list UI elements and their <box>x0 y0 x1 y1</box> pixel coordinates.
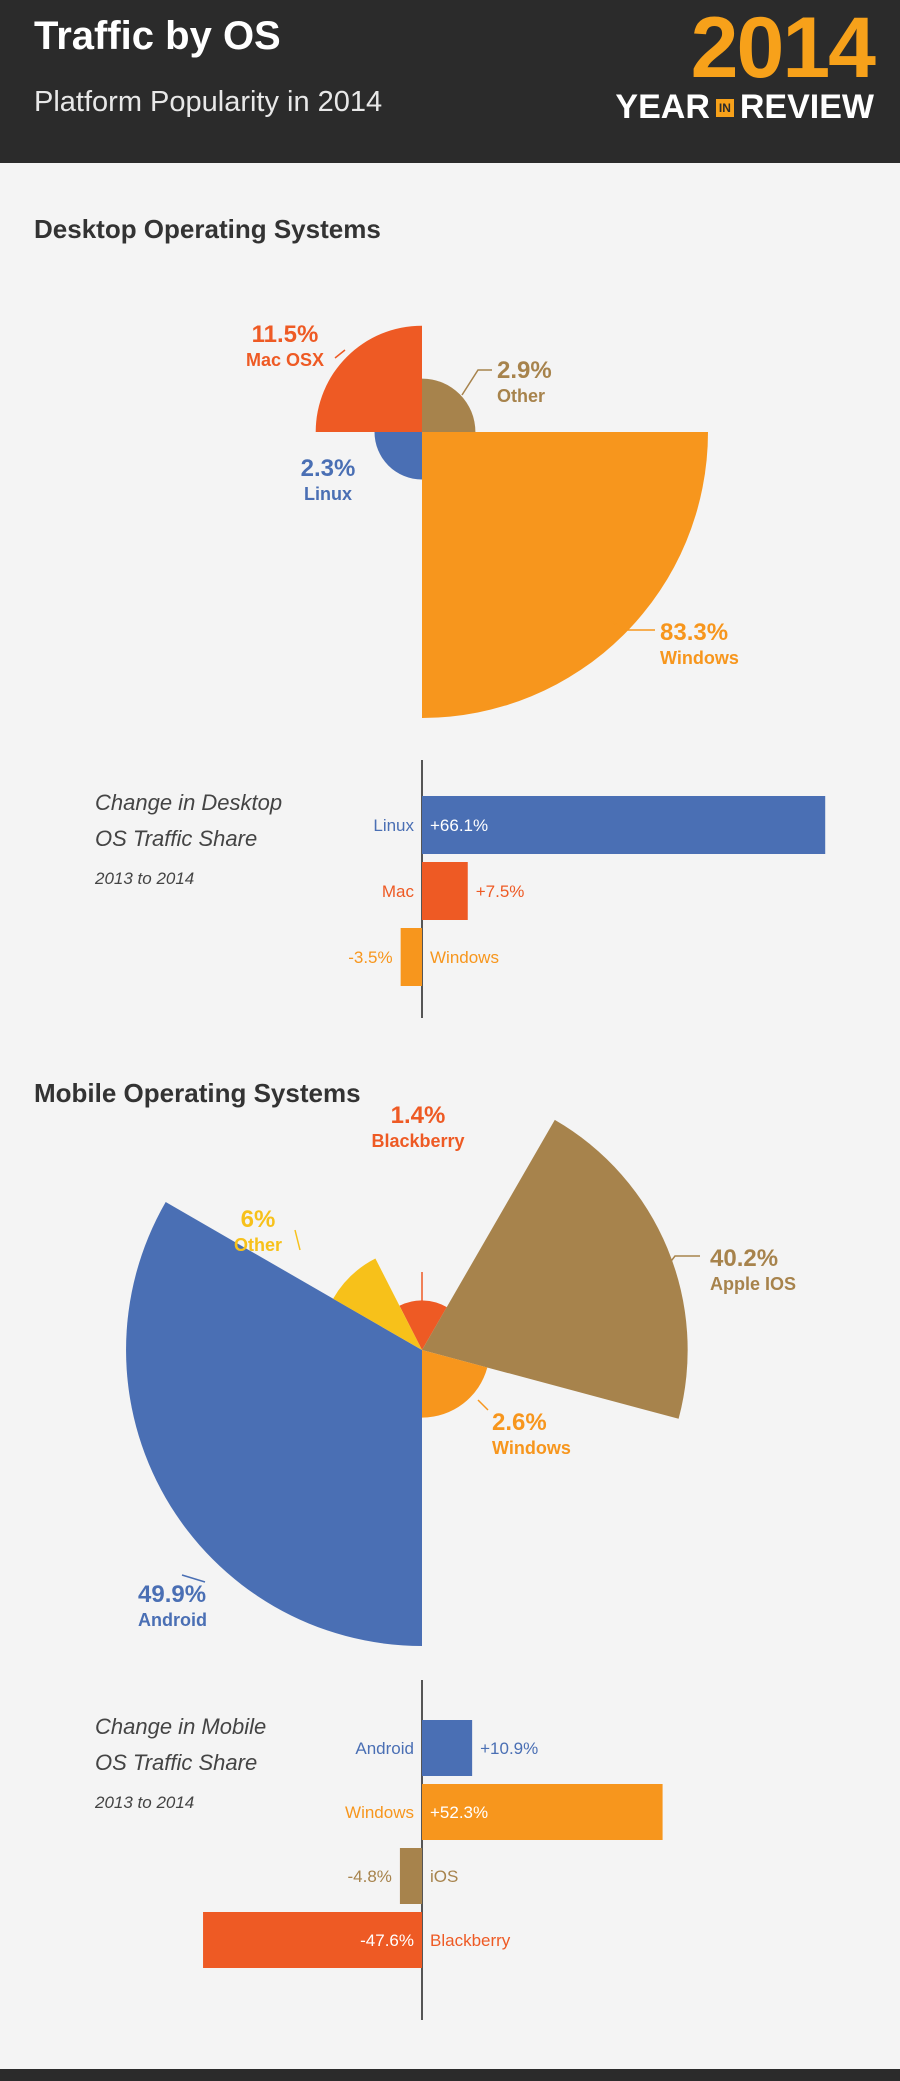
bar-category-label: iOS <box>430 1867 458 1886</box>
bar-ios <box>399 1848 422 1904</box>
bar-value-label: -3.5% <box>348 948 392 967</box>
bar-chart-title-line-2: OS Traffic Share <box>95 1750 257 1775</box>
slice-value-label: 11.5% <box>252 321 319 348</box>
bar-value-label: -4.8% <box>347 1867 391 1886</box>
bar-chart-title-line-1: Change in Mobile <box>95 1714 266 1739</box>
slice-value-label: 2.6% <box>492 1409 547 1436</box>
bar-category-label: Blackberry <box>430 1931 511 1950</box>
bar-blackberry <box>203 1912 422 1968</box>
bar-android <box>422 1720 473 1776</box>
bar-chart-title-line-2: OS Traffic Share <box>95 826 257 851</box>
bar-value-label: +10.9% <box>480 1739 538 1758</box>
desktop-change-bar-chart: Change in Desktop OS Traffic Share 2013 to… <box>94 760 826 1018</box>
pie-slice-windows <box>422 1350 488 1418</box>
bar-linux <box>422 796 826 854</box>
slice-value-label: 2.3% <box>301 455 356 482</box>
badge-review-word: REVIEW <box>739 88 874 126</box>
bar-category-label: Windows <box>430 948 499 967</box>
slice-name-label: Mac OSX <box>246 350 324 370</box>
pie-slice-mac-osx <box>315 325 422 432</box>
bar-mac <box>422 862 468 920</box>
page-title: Traffic by OS <box>34 14 281 58</box>
slice-name-label: Linux <box>304 484 352 504</box>
bar-value-label: -47.6% <box>360 1931 414 1950</box>
header-banner: Traffic by OS Platform Popularity in 201… <box>0 0 900 163</box>
mobile-pie-chart: 1.4%Blackberry 40.2%Apple IOS 2.6%Windows 4… <box>126 1102 796 1646</box>
bar-category-label: Linux <box>373 816 414 835</box>
slice-value-label: 1.4% <box>391 1102 446 1129</box>
page-subtitle: Platform Popularity in 2014 <box>34 86 383 118</box>
leader-line <box>605 617 655 631</box>
pie-slice-apple-ios <box>422 1119 688 1419</box>
slice-name-label: Other <box>234 1235 282 1255</box>
pie-slice-android <box>126 1202 423 1646</box>
slice-name-label: Android <box>138 1610 207 1630</box>
slice-name-label: Blackberry <box>371 1131 464 1151</box>
bar-category-label: Mac <box>382 882 415 901</box>
desktop-section-title: Desktop Operating Systems <box>34 214 381 244</box>
leader-line <box>294 1229 301 1251</box>
pie-slice-blackberry <box>399 1300 447 1350</box>
bar-category-label: Windows <box>345 1803 414 1822</box>
leader-line <box>477 1399 489 1411</box>
slice-name-label: Windows <box>492 1438 571 1458</box>
bar-value-label: +52.3% <box>430 1803 488 1822</box>
slice-value-label: 2.9% <box>497 357 552 384</box>
badge-in: IN <box>715 98 734 117</box>
pie-slice-windows <box>422 432 708 718</box>
slice-value-label: 40.2% <box>710 1245 778 1272</box>
bar-windows <box>422 1784 663 1840</box>
slice-value-label: 83.3% <box>660 619 728 646</box>
bar-category-label: Android <box>355 1739 414 1758</box>
pie-slice-other <box>422 378 476 432</box>
badge-year-word: YEAR <box>615 88 710 126</box>
slice-name-label: Other <box>497 386 545 406</box>
slice-name-label: Apple IOS <box>710 1274 796 1294</box>
slice-value-label: 6% <box>241 1206 276 1233</box>
bar-chart-subtitle: 2013 to 2014 <box>94 1793 194 1812</box>
leader-line <box>334 349 346 359</box>
badge-year: 2014 <box>690 0 876 96</box>
leader-line <box>181 1574 206 1583</box>
footer-bar <box>0 2069 900 2081</box>
year-in-review-badge: YEAR IN REVIEW <box>615 88 874 127</box>
mobile-change-bar-chart: Change in Mobile OS Traffic Share 2013 to … <box>94 1680 663 2020</box>
slice-value-label: 49.9% <box>138 1581 206 1608</box>
leader-line <box>654 1255 700 1283</box>
slice-name-label: Windows <box>660 648 739 668</box>
bar-windows <box>400 928 422 986</box>
pie-slice-other <box>333 1258 422 1350</box>
bar-chart-subtitle: 2013 to 2014 <box>94 869 194 888</box>
bar-value-label: +7.5% <box>476 882 525 901</box>
bar-value-label: +66.1% <box>430 816 488 835</box>
leader-line <box>461 369 492 396</box>
pie-slice-linux <box>374 432 422 480</box>
mobile-section-title: Mobile Operating Systems <box>34 1078 361 1108</box>
desktop-pie-chart: 83.3%Windows 2.3%Linux 11.5%Mac OSX 2.9%Oth… <box>246 321 739 718</box>
bar-chart-title-line-1: Change in Desktop <box>95 790 282 815</box>
